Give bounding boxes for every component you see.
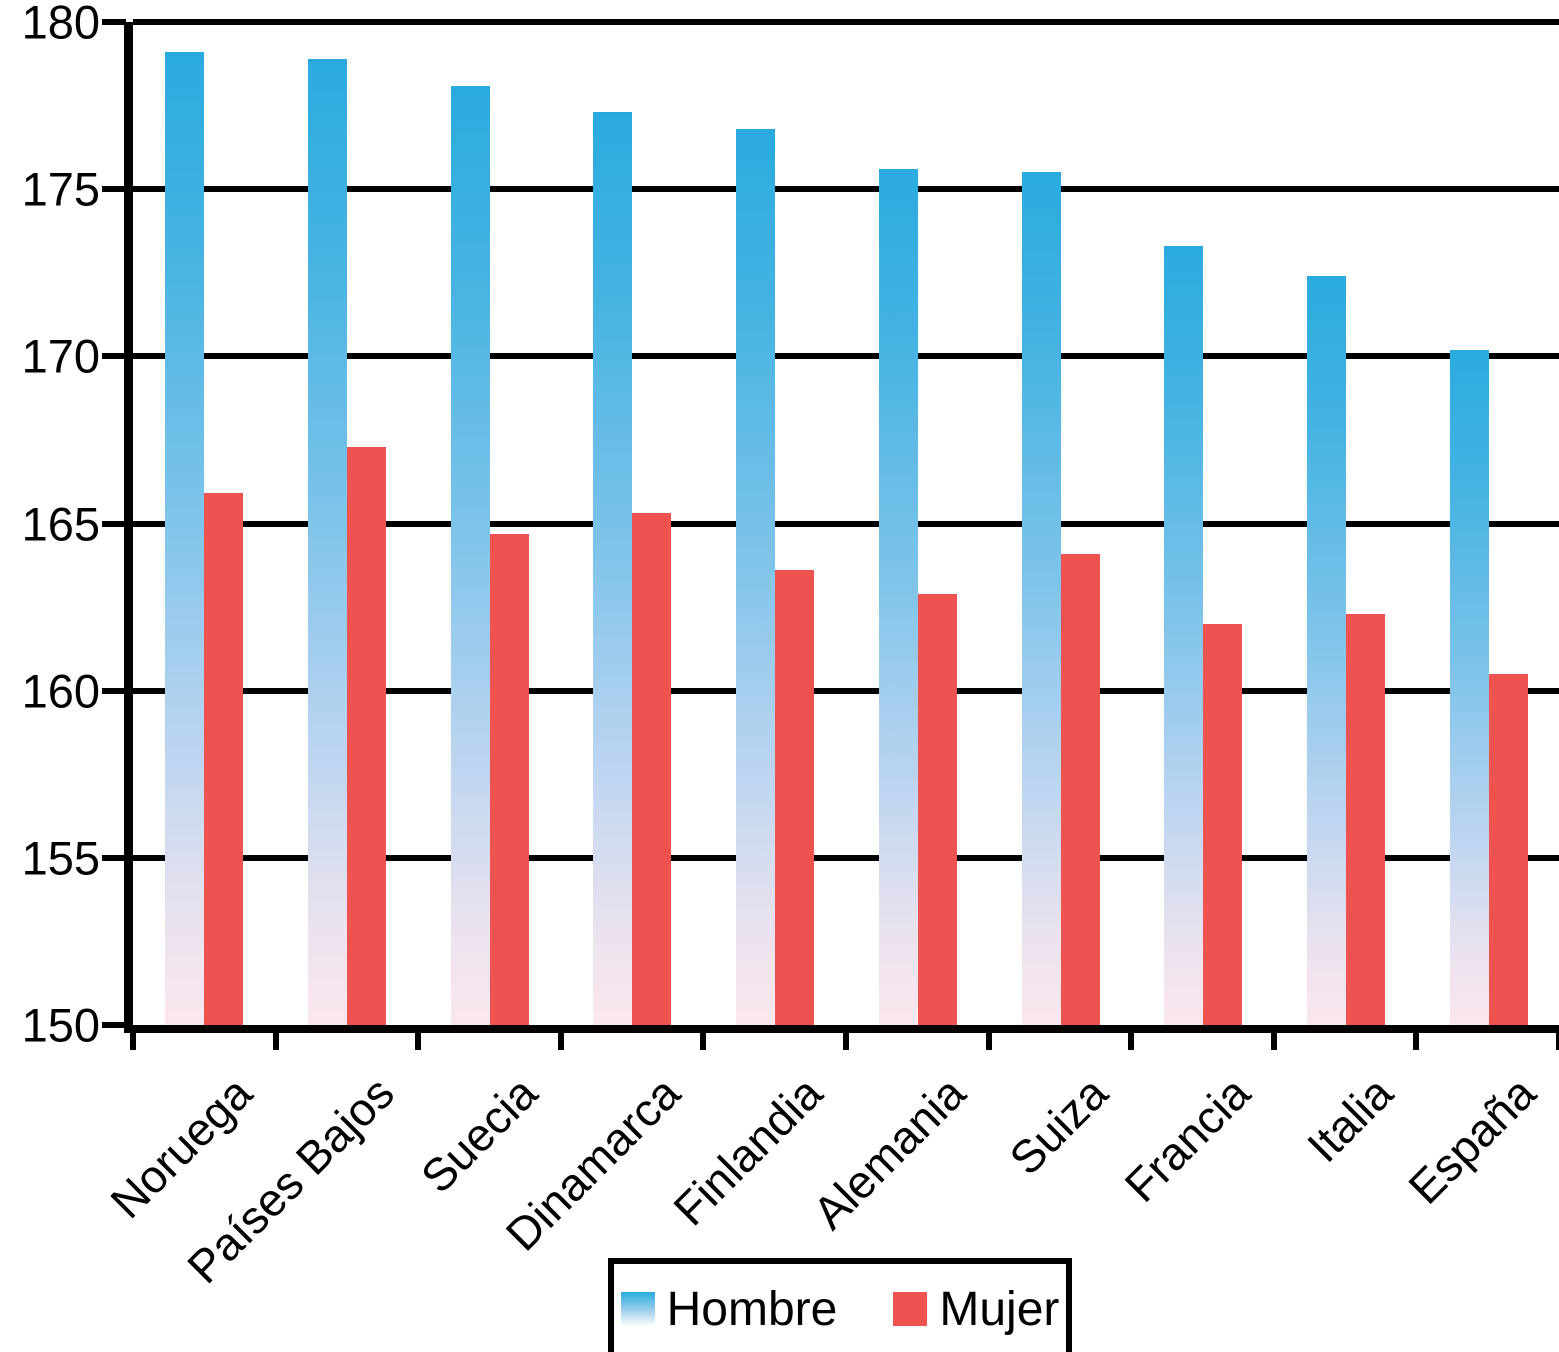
bar-group-noruega (133, 22, 276, 1025)
y-tick-mark-150 (102, 1022, 126, 1028)
x-label-francia: Francia (1114, 1066, 1260, 1212)
y-tick-mark-160 (102, 687, 126, 694)
bar-hombre-francia (1164, 246, 1204, 1025)
x-tick-mark-10 (1556, 1033, 1559, 1050)
x-tick-mark-2 (415, 1033, 422, 1050)
gridline-160 (133, 687, 1559, 694)
bar-hombre-paises-bajos (308, 58, 348, 1025)
y-tick-label-180: 180 (21, 0, 100, 49)
x-label-italia: Italia (1296, 1066, 1403, 1173)
bar-mujer-italia (1345, 613, 1385, 1025)
bar-hombre-suiza (1021, 172, 1061, 1025)
x-tick-mark-0 (130, 1033, 136, 1050)
bar-group-suiza (989, 22, 1132, 1025)
legend: Hombre Mujer (608, 1258, 1072, 1352)
bar-groups (133, 22, 1559, 1025)
bar-group-paises-bajos (276, 22, 419, 1025)
y-tick-label-175: 175 (21, 162, 100, 216)
bar-hombre-finlandia (736, 129, 776, 1025)
gridline-155 (133, 854, 1559, 861)
bar-mujer-alemania (917, 593, 957, 1025)
x-label-finlandia: Finlandia (663, 1066, 833, 1236)
bar-group-dinamarca (561, 22, 704, 1025)
gridline-165 (133, 520, 1559, 527)
bar-mujer-finlandia (775, 570, 815, 1025)
bar-hombre-alemania (878, 169, 918, 1025)
legend-swatch-mujer (893, 1292, 928, 1326)
x-tick-mark-9 (1413, 1033, 1420, 1050)
x-tick-mark-4 (700, 1033, 707, 1050)
bar-mujer-suecia (489, 533, 529, 1025)
bar-hombre-noruega (165, 52, 205, 1025)
bar-mujer-dinamarca (632, 513, 672, 1025)
legend-label-hombre: Hombre (666, 1282, 838, 1336)
gridline-180 (133, 19, 1559, 25)
y-tick-mark-165 (102, 520, 126, 527)
x-tick-mark-6 (985, 1033, 992, 1050)
y-tick-mark-155 (102, 854, 126, 861)
y-tick-label-170: 170 (21, 329, 100, 383)
x-label-alemania: Alemania (802, 1066, 975, 1239)
bar-mujer-paises-bajos (347, 446, 387, 1025)
legend-label-mujer: Mujer (939, 1282, 1060, 1336)
bar-mujer-francia (1203, 623, 1243, 1025)
bar-hombre-suecia (450, 85, 490, 1025)
bar-group-espana (1417, 22, 1559, 1025)
y-tick-label-160: 160 (21, 664, 100, 718)
x-tick-mark-1 (272, 1033, 279, 1050)
bar-mujer-noruega (204, 493, 244, 1025)
x-label-suiza: Suiza (999, 1066, 1118, 1185)
bar-group-francia (1132, 22, 1275, 1025)
y-tick-mark-180 (102, 19, 126, 25)
y-tick-label-165: 165 (21, 497, 100, 550)
bar-hombre-dinamarca (593, 112, 633, 1025)
x-tick-mark-8 (1270, 1033, 1277, 1050)
bar-group-suecia (418, 22, 561, 1025)
bar-hombre-espana (1449, 349, 1489, 1025)
x-tick-mark-5 (843, 1033, 849, 1050)
x-label-espana: España (1397, 1066, 1546, 1214)
bar-hombre-italia (1306, 276, 1346, 1025)
legend-swatch-hombre (620, 1292, 655, 1326)
bar-group-alemania (847, 22, 990, 1025)
plot-area (124, 19, 1559, 1033)
gridline-170 (133, 353, 1559, 360)
gridline-175 (133, 186, 1559, 193)
bar-group-italia (1275, 22, 1418, 1025)
x-tick-mark-3 (557, 1033, 564, 1050)
x-tick-mark-7 (1128, 1033, 1135, 1050)
y-tick-mark-170 (102, 353, 126, 360)
bar-mujer-espana (1488, 673, 1528, 1025)
y-tick-label-150: 150 (21, 998, 100, 1052)
y-tick-label-155: 155 (21, 831, 100, 885)
bar-mujer-suiza (1060, 553, 1100, 1025)
x-label-suecia: Suecia (410, 1066, 547, 1203)
y-tick-mark-175 (102, 186, 126, 193)
bar-group-finlandia (704, 22, 847, 1025)
